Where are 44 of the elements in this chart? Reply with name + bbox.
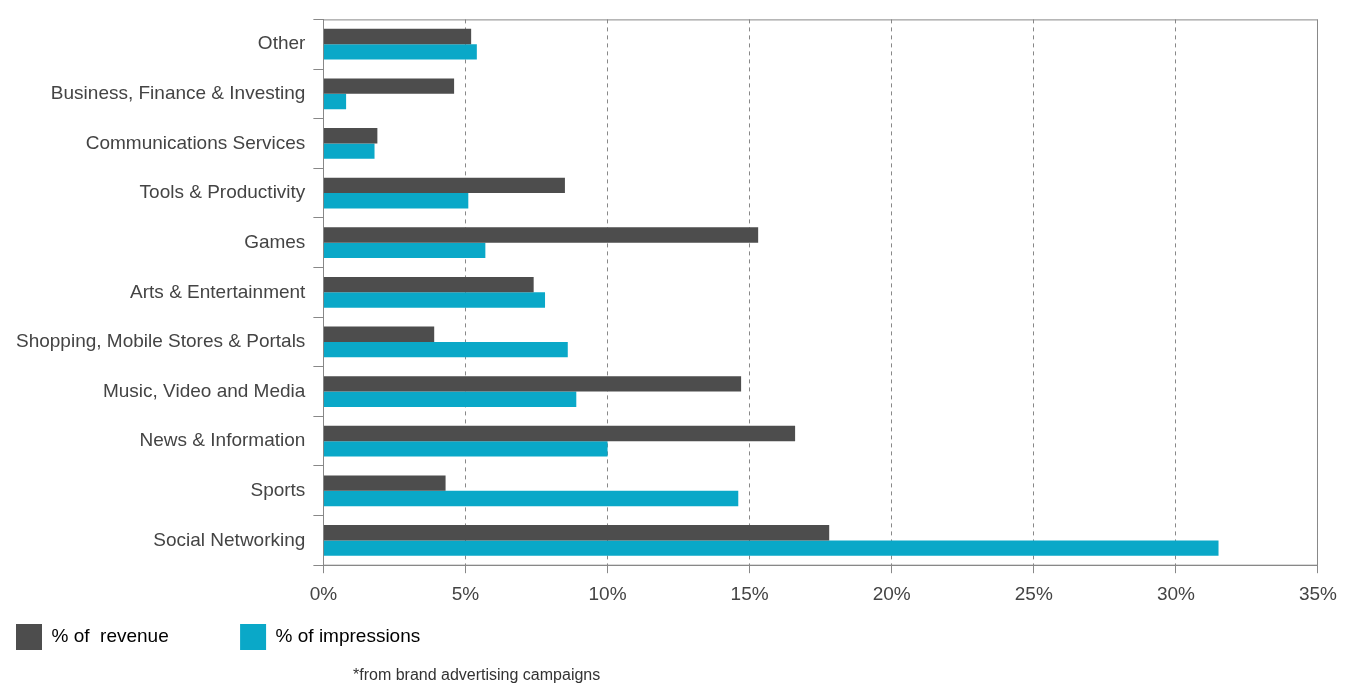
bar — [323, 525, 830, 541]
bar — [323, 326, 435, 342]
bar — [323, 44, 477, 60]
x-tick-label: 35% — [1298, 582, 1338, 604]
y-tick-label: News & Information — [139, 429, 306, 451]
x-tick-label: 20% — [872, 582, 911, 604]
bar — [323, 391, 577, 407]
y-tick-label: Games — [244, 230, 306, 252]
bar — [323, 78, 455, 94]
y-tick-label: Shopping, Mobile Stores & Portals — [15, 330, 306, 352]
x-tick-label: 15% — [730, 582, 769, 604]
legend-label: % of impressions — [275, 625, 484, 647]
bar — [323, 490, 739, 507]
y-tick-label: Social Networking — [153, 528, 306, 550]
bar — [323, 177, 565, 194]
bar — [323, 143, 375, 159]
bar — [323, 441, 608, 457]
bar — [323, 28, 472, 45]
bar — [323, 227, 759, 243]
bar — [323, 242, 486, 259]
x-tick-label: 30% — [1156, 582, 1196, 604]
y-tick-label: Communications Services — [85, 131, 306, 153]
bar — [323, 276, 534, 293]
bar — [323, 128, 378, 144]
bar — [323, 475, 446, 491]
bar — [323, 425, 796, 442]
bar — [323, 540, 1219, 556]
y-tick-label: Sports — [250, 479, 306, 501]
y-tick-label: Arts & Entertainment — [130, 280, 307, 302]
x-tick-label: 0% — [309, 582, 338, 604]
x-tick-label: 10% — [588, 582, 627, 604]
y-tick-label: Business, Finance & Investing — [50, 82, 306, 104]
x-tick-label: 25% — [1014, 582, 1053, 604]
bar — [323, 376, 742, 392]
bar — [323, 292, 546, 308]
x-tick-label: 5% — [451, 582, 480, 604]
y-tick-label: Music, Video and Media — [102, 379, 306, 401]
legend-label: % of revenue — [51, 625, 233, 647]
y-tick-label: Tools & Productivity — [139, 181, 306, 203]
bar — [323, 193, 469, 209]
text: *from brand advertising campaigns — [353, 666, 601, 684]
y-tick-label: Other — [257, 32, 307, 54]
bar — [323, 93, 347, 110]
bar — [323, 341, 568, 358]
